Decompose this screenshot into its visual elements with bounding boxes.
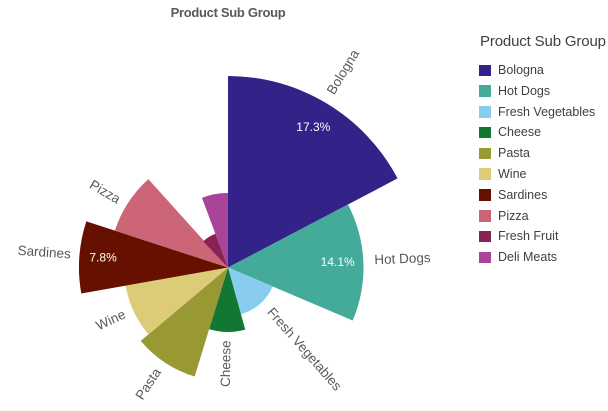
svg-text:Cheese: Cheese — [218, 340, 234, 387]
svg-text:Fresh Vegetables: Fresh Vegetables — [264, 305, 345, 394]
svg-text:Pizza: Pizza — [87, 177, 123, 207]
svg-text:7.8%: 7.8% — [89, 251, 117, 265]
svg-text:Bologna: Bologna — [324, 46, 363, 97]
svg-text:17.3%: 17.3% — [296, 120, 330, 134]
svg-text:Sardines: Sardines — [17, 243, 71, 262]
svg-text:14.1%: 14.1% — [321, 255, 355, 269]
svg-text:Wine: Wine — [94, 307, 128, 334]
svg-text:Hot Dogs: Hot Dogs — [374, 250, 431, 267]
svg-text:Pasta: Pasta — [132, 365, 164, 402]
